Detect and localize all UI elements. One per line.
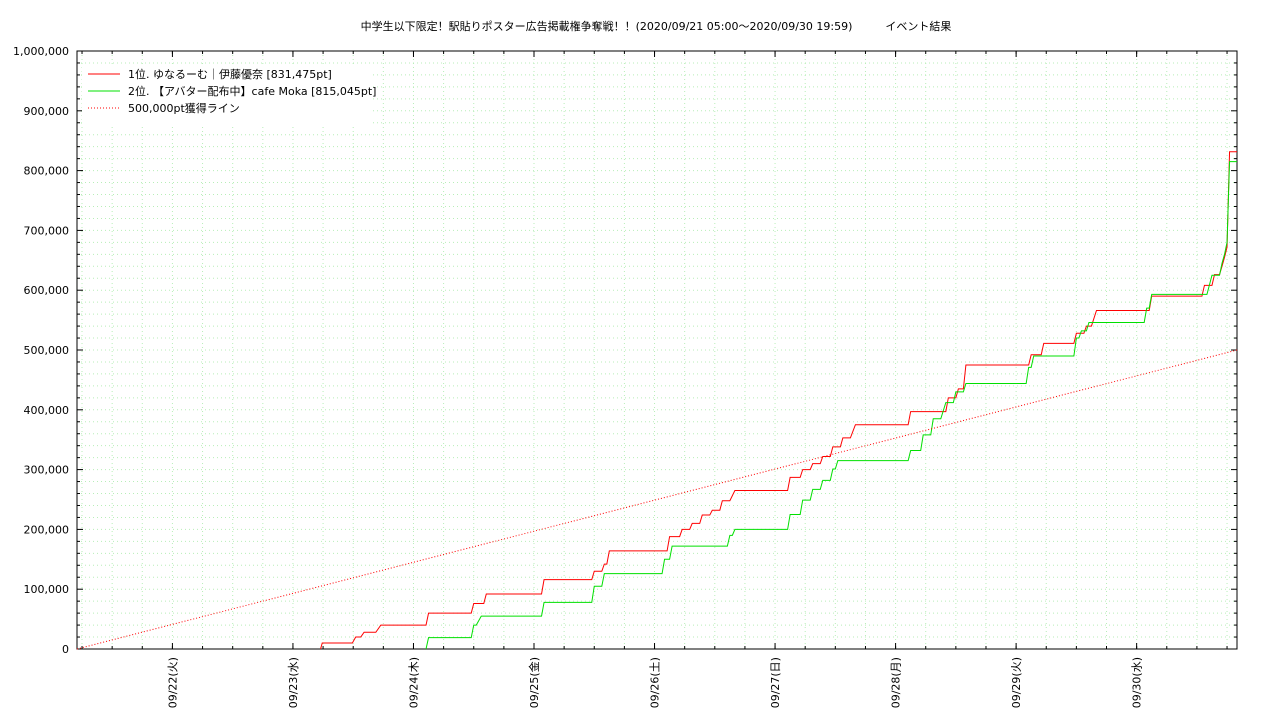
x-tick-label: 09/25(金) xyxy=(527,657,541,708)
y-tick-label: 0 xyxy=(62,643,69,656)
axis-ticks: 0 100,000 200,000 300,000 400,000 500,000 600,… xyxy=(13,45,1237,708)
series-line-1 xyxy=(320,151,1237,650)
legend: 1位. ゆなるーむ｜伊藤優奈 [831,475pt] 2位. 【アバター配布中】c… xyxy=(82,66,376,124)
legend-background xyxy=(82,66,372,124)
grid-lines xyxy=(77,51,1237,649)
x-tick-label: 09/24(木) xyxy=(407,657,420,708)
legend-label-2: 2位. 【アバター配布中】cafe Moka [815,045pt] xyxy=(128,84,376,98)
legend-label-3: 500,000pt獲得ライン xyxy=(128,102,240,115)
y-tick-label: 400,000 xyxy=(24,404,70,417)
y-tick-label: 900,000 xyxy=(24,105,70,118)
x-tick-label: 09/29(火) xyxy=(1010,657,1023,708)
x-tick-label: 09/30(水) xyxy=(1131,657,1144,708)
x-tick-label: 09/27(日) xyxy=(769,657,782,708)
y-tick-label: 300,000 xyxy=(24,464,70,477)
y-tick-label: 200,000 xyxy=(24,523,70,536)
legend-label-1: 1位. ゆなるーむ｜伊藤優奈 [831,475pt] xyxy=(128,67,332,81)
y-tick-label: 600,000 xyxy=(24,284,70,297)
series-group xyxy=(76,151,1238,650)
x-tick-label: 09/28(月) xyxy=(890,657,903,708)
series-line-3 xyxy=(76,349,1238,650)
y-tick-label: 1,000,000 xyxy=(13,45,69,58)
y-tick-label: 800,000 xyxy=(24,165,70,178)
y-tick-label: 700,000 xyxy=(24,224,70,237)
y-tick-label: 500,000 xyxy=(24,344,70,357)
x-tick-label: 09/26(土) xyxy=(649,657,662,708)
chart-title: 中学生以下限定！駅貼りポスター広告掲載権争奪戦！！(2020/09/21 05:… xyxy=(361,19,952,33)
series-line-2 xyxy=(425,161,1237,650)
x-tick-label: 09/23(水) xyxy=(287,657,300,708)
y-tick-label: 100,000 xyxy=(24,583,70,596)
x-tick-label: 09/22(火) xyxy=(166,657,179,708)
